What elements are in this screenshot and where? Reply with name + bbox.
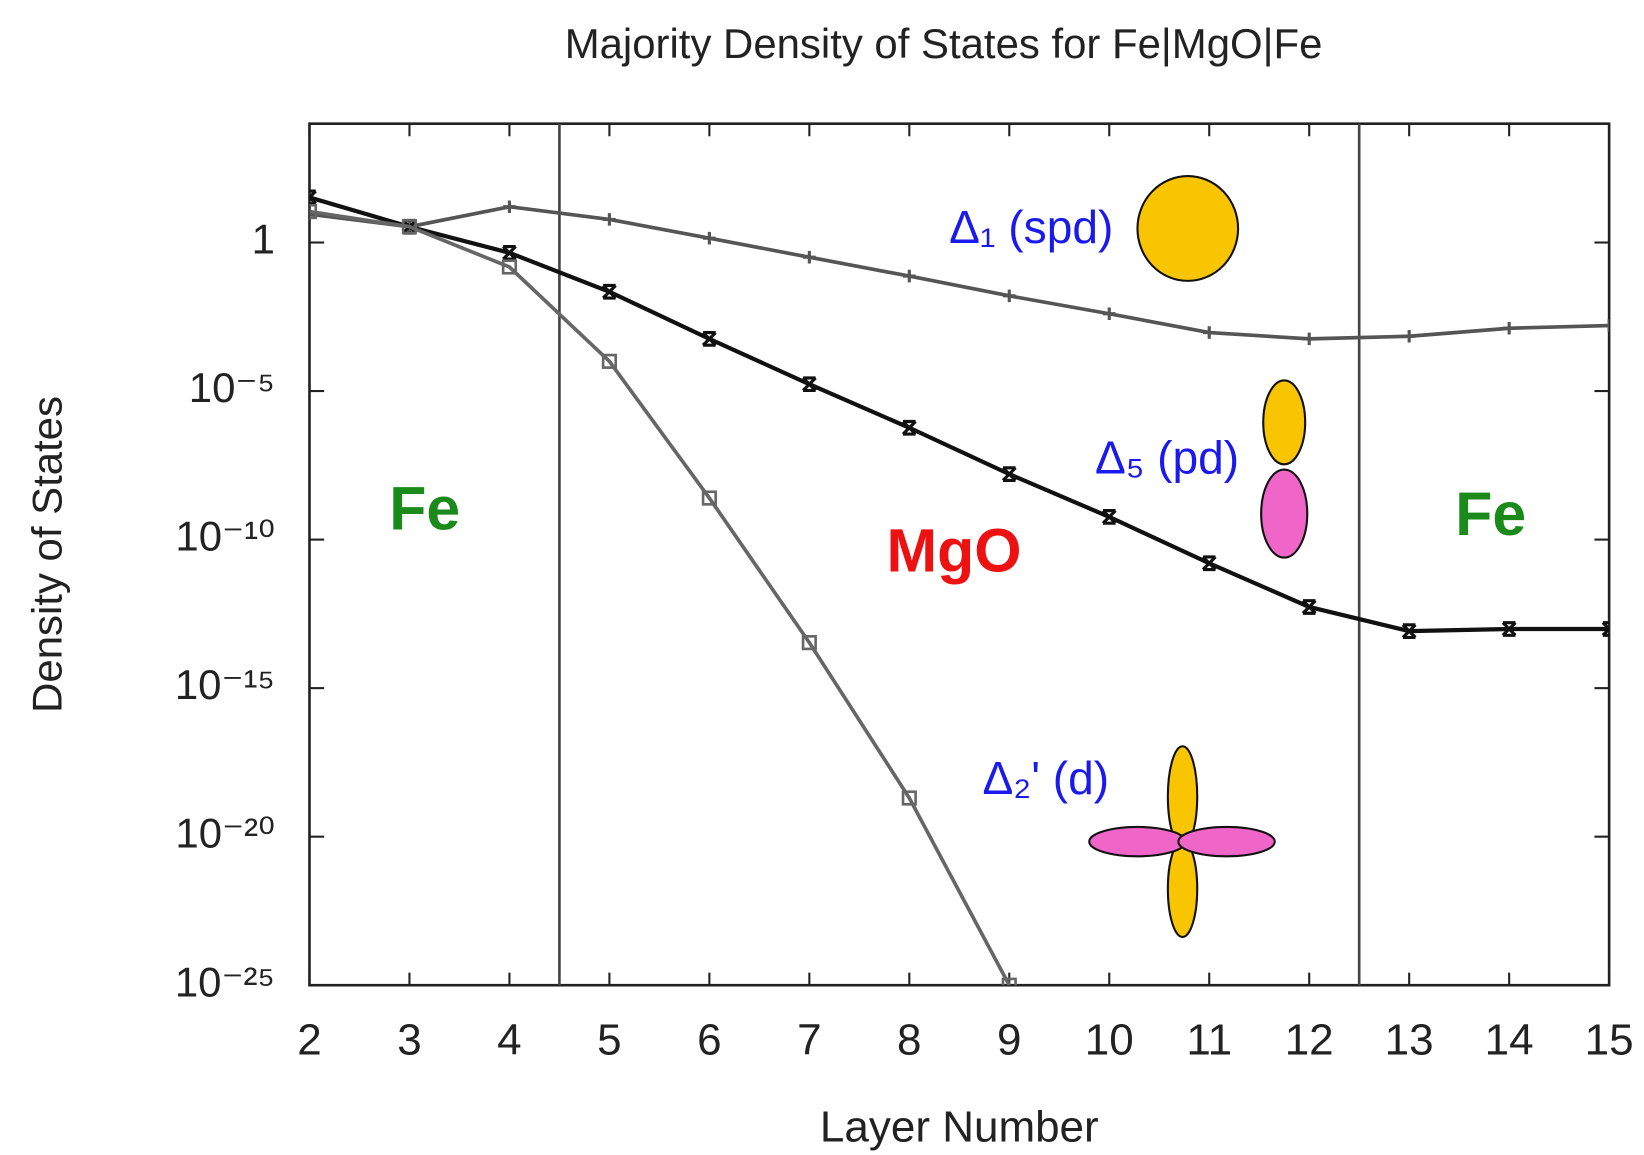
marker xyxy=(1001,977,1017,986)
marker xyxy=(801,635,817,651)
y-tick-label: 10⁻¹⁵ xyxy=(175,661,275,708)
series-line xyxy=(309,209,1011,986)
y-tick-label: 10⁻¹⁰ xyxy=(175,513,275,560)
series-label: Δ₅ (pd) xyxy=(1095,431,1239,483)
marker xyxy=(1302,332,1316,346)
series-line xyxy=(309,195,1610,634)
marker xyxy=(1401,623,1417,639)
x-tick-label: 5 xyxy=(597,1015,621,1064)
marker xyxy=(901,419,917,436)
marker xyxy=(1101,509,1117,525)
x-tick-label: 4 xyxy=(497,1015,521,1064)
region-label: MgO xyxy=(887,517,1022,585)
x-tick-label: 7 xyxy=(797,1015,821,1064)
x-tick-label: 8 xyxy=(897,1015,921,1064)
y-tick-label: 10⁻⁵ xyxy=(189,364,275,411)
x-tick-label: 6 xyxy=(697,1015,721,1064)
marker xyxy=(503,200,516,214)
plot-frame xyxy=(308,122,1611,987)
marker xyxy=(903,269,916,283)
marker xyxy=(801,376,817,393)
marker xyxy=(1201,555,1217,572)
x-tick-label: 9 xyxy=(997,1015,1021,1064)
marker xyxy=(901,790,917,806)
marker xyxy=(1501,621,1517,637)
marker xyxy=(401,219,418,235)
marker xyxy=(703,231,716,245)
marker xyxy=(502,244,517,261)
x-tick-label: 3 xyxy=(397,1015,421,1064)
series-line xyxy=(309,204,1610,341)
x-tick-label: 11 xyxy=(1186,1015,1232,1064)
marker xyxy=(1202,326,1216,339)
marker xyxy=(1602,319,1610,332)
marker xyxy=(701,490,717,506)
y-axis-label: Density of States xyxy=(24,396,71,713)
marker xyxy=(1102,307,1116,321)
marker xyxy=(309,203,318,220)
x-tick-label: 14 xyxy=(1485,1015,1534,1064)
y-tick-label: 10⁻²⁵ xyxy=(175,958,275,1005)
marker xyxy=(1301,599,1317,615)
series-label: Δ₂' (d) xyxy=(983,752,1110,804)
marker xyxy=(1002,289,1016,303)
marker xyxy=(501,259,518,275)
marker xyxy=(701,331,717,347)
marker xyxy=(1001,466,1017,482)
series-label: Δ₁ (spd) xyxy=(949,201,1113,253)
x-tick-label: 13 xyxy=(1385,1015,1434,1064)
marker xyxy=(803,250,816,264)
y-tick-label: 1 xyxy=(252,216,275,263)
orbital-icons xyxy=(1088,175,1309,939)
marker xyxy=(601,283,617,300)
marker xyxy=(1502,321,1516,335)
marker xyxy=(1402,329,1416,343)
x-tick-label: 15 xyxy=(1585,1015,1634,1064)
region-label: Fe xyxy=(1455,480,1526,548)
marker xyxy=(309,207,316,221)
marker xyxy=(603,213,616,226)
x-tick-label: 2 xyxy=(297,1015,321,1064)
region-label: Fe xyxy=(389,475,460,543)
x-tick-label: 12 xyxy=(1285,1015,1334,1064)
plot-area xyxy=(309,189,1610,986)
x-axis-label: Layer Number xyxy=(820,1102,1099,1151)
x-tick-label: 10 xyxy=(1085,1015,1134,1064)
y-tick-label: 10⁻²⁰ xyxy=(175,810,275,857)
chart-title: Majority Density of States for Fe|MgO|Fe xyxy=(565,20,1323,67)
marker xyxy=(601,353,617,369)
